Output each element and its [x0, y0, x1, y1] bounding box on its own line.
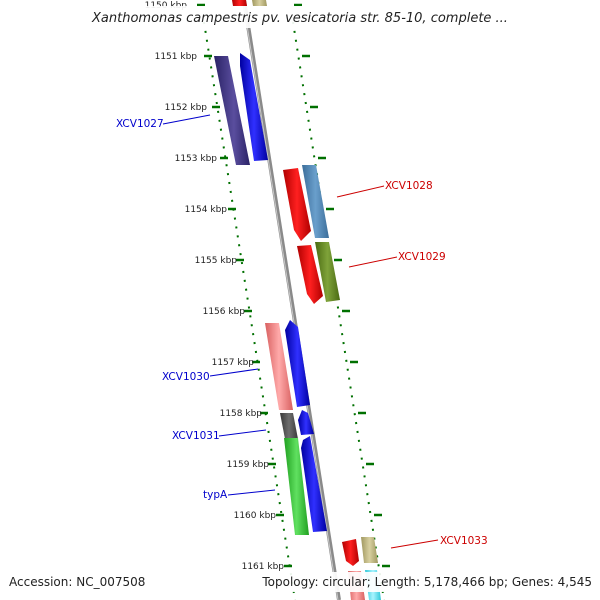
scale-label-1159: 1159 kbp [227, 460, 270, 470]
leader-xcv1030 [209, 368, 259, 377]
gene-top-red[interactable] [232, 0, 247, 6]
label-xcv1030[interactable]: XCV1030 [162, 371, 210, 383]
gene-xcv1031[interactable] [298, 410, 314, 435]
gene-xcv1029[interactable] [297, 245, 323, 304]
leader-xcv1031 [218, 429, 267, 437]
label-xcv1028[interactable]: XCV1028 [385, 180, 433, 192]
accession-backdrop [4, 572, 144, 592]
leader-typA [227, 489, 276, 496]
left-dotted-track [203, 21, 296, 600]
gene-xcv1027[interactable] [240, 53, 268, 161]
gene-top-khaki[interactable] [252, 0, 267, 6]
gene-xcv1030-a[interactable] [265, 323, 293, 410]
genome-backbone-highlight [242, 0, 339, 600]
accession-text: Accession: NC_007508 [9, 575, 145, 589]
gene-typA[interactable] [301, 436, 327, 532]
scale-label-1161: 1161 kbp [242, 562, 285, 572]
gene-xcv1029-b[interactable] [315, 242, 340, 302]
label-xcv1033[interactable]: XCV1033 [440, 535, 488, 547]
scale-label-1157: 1157 kbp [212, 358, 255, 368]
map-title: Xanthomonas campestris pv. vesicatoria s… [91, 11, 508, 26]
gene-xcv1030[interactable] [285, 320, 310, 407]
scale-label-1154: 1154 kbp [185, 205, 228, 215]
leader-xcv1029 [348, 256, 398, 268]
gene-xcv1027-a[interactable] [214, 56, 250, 165]
scale-label-1156: 1156 kbp [203, 307, 246, 317]
leader-xcv1028 [336, 185, 385, 198]
right-dotted-track [292, 21, 385, 600]
scale-label-1151: 1151 kbp [155, 52, 198, 62]
scale-labels: 1150 kbp 1151 kbp 1152 kbp 1153 kbp 1154… [145, 1, 285, 572]
label-xcv1031[interactable]: XCV1031 [172, 430, 220, 442]
gene-features [214, 0, 381, 600]
gene-xcv1033-b[interactable] [361, 537, 378, 563]
label-leaders [162, 114, 439, 549]
summary-backdrop [258, 572, 596, 592]
scale-ticks-right [294, 3, 390, 568]
gene-xcv1031-a[interactable] [280, 413, 298, 439]
title-backdrop [76, 6, 524, 28]
summary-text: Topology: circular; Length: 5,178,466 bp… [261, 575, 592, 589]
leader-xcv1027 [162, 114, 211, 125]
label-xcv1029[interactable]: XCV1029 [398, 251, 446, 263]
gene-labels: XCV1027 XCV1028 XCV1029 XCV1030 XCV1031 … [116, 118, 488, 547]
scale-label-1155: 1155 kbp [195, 256, 238, 266]
scale-label-1160: 1160 kbp [234, 511, 277, 521]
label-xcv1027[interactable]: XCV1027 [116, 118, 164, 130]
scale-label-1158: 1158 kbp [220, 409, 263, 419]
gene-xcv1028[interactable] [283, 168, 311, 241]
scale-ticks [197, 3, 292, 568]
label-typA[interactable]: typA [203, 489, 228, 501]
gene-xcv1033[interactable] [342, 539, 359, 566]
genome-backbone [242, 0, 341, 600]
scale-label-1152: 1152 kbp [165, 103, 208, 113]
leader-xcv1033 [390, 539, 439, 549]
gene-xcv1028-b[interactable] [302, 165, 329, 238]
gene-typA-a[interactable] [284, 438, 309, 535]
scale-label-1153: 1153 kbp [175, 154, 218, 164]
